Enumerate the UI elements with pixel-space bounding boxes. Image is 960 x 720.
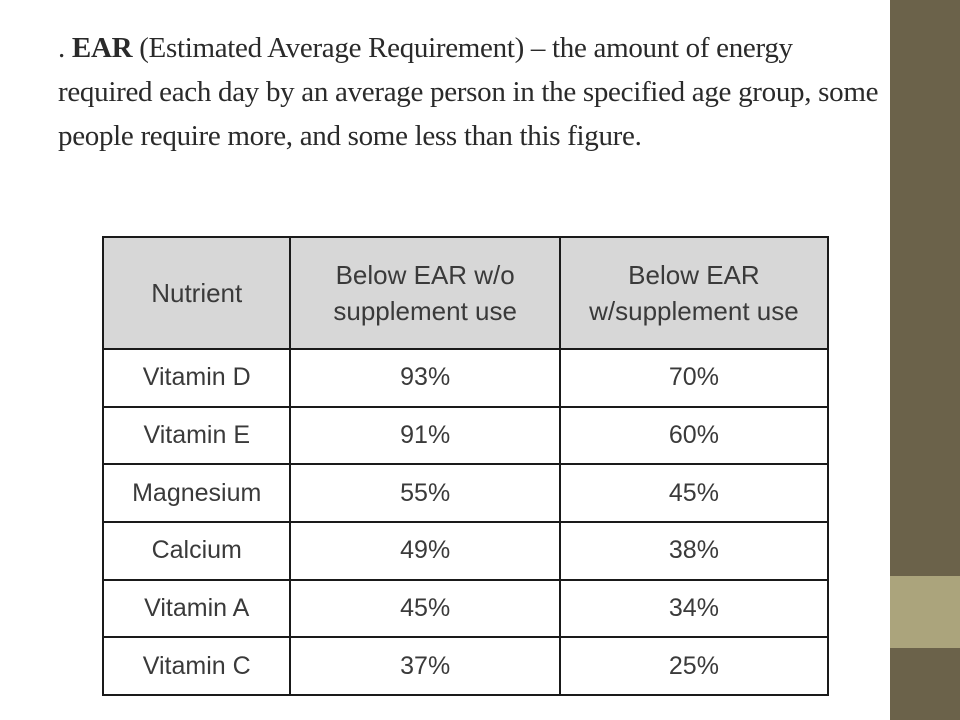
with-supplement-cell: 25% [558,636,830,696]
table-row: Calcium 49% 38% [101,520,830,581]
header-below-ear-without-supplement: Below EAR w/o supplement use [289,236,561,350]
without-supplement-cell: 37% [289,636,561,696]
nutrient-cell: Calcium [101,520,292,581]
nutrient-table: Nutrient Below EAR w/o supplement use Be… [101,236,830,696]
heading-prefix: . [58,32,72,64]
with-supplement-cell: 70% [558,348,830,408]
slide-heading: . EAR (Estimated Average Requirement) – … [58,26,883,158]
table-row: Vitamin D 93% 70% [101,348,830,408]
header-below-ear-with-supplement: Below EAR w/supplement use [558,236,830,350]
sidebar-accent-block [890,576,960,648]
table-header-row: Nutrient Below EAR w/o supplement use Be… [101,236,830,350]
table-image-frame: Nutrient Below EAR w/o supplement use Be… [88,222,848,706]
table-row: Magnesium 55% 45% [101,463,830,523]
without-supplement-cell: 91% [289,405,561,466]
nutrient-cell: Vitamin A [101,578,292,639]
table-row: Vitamin C 37% 25% [101,636,830,696]
with-supplement-cell: 45% [558,463,830,523]
with-supplement-cell: 38% [558,520,830,581]
nutrient-cell: Magnesium [101,463,292,523]
heading-text: (Estimated Average Requirement) – the am… [58,32,879,152]
with-supplement-cell: 60% [558,405,830,466]
nutrient-cell: Vitamin E [101,405,292,466]
table-row: Vitamin E 91% 60% [101,405,830,466]
with-supplement-cell: 34% [558,578,830,639]
heading-term: EAR [71,32,133,64]
without-supplement-cell: 93% [289,348,561,408]
table-row: Vitamin A 45% 34% [101,578,830,639]
without-supplement-cell: 55% [289,463,561,523]
header-nutrient: Nutrient [101,236,292,350]
nutrient-cell: Vitamin D [101,348,292,408]
without-supplement-cell: 49% [289,520,561,581]
without-supplement-cell: 45% [289,578,561,639]
decorative-sidebar [890,0,960,720]
nutrient-cell: Vitamin C [101,636,292,696]
